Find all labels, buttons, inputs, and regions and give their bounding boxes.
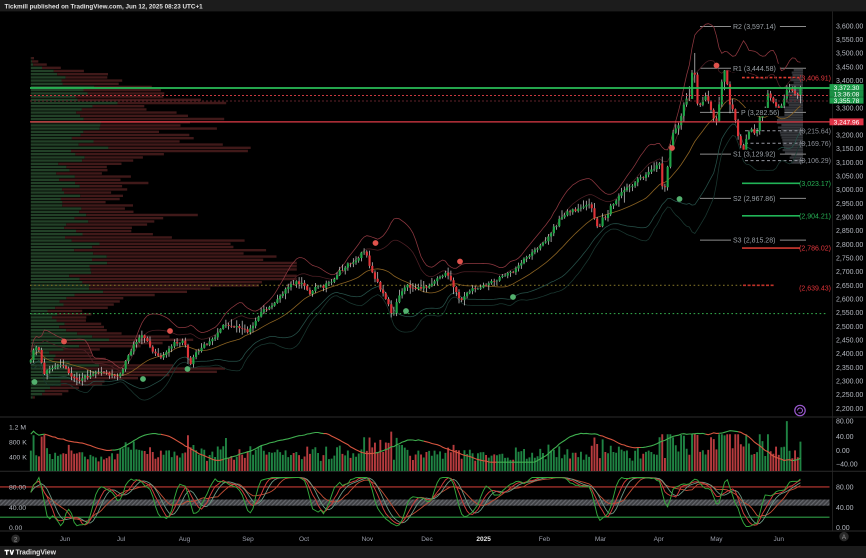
svg-text:P (3,282.56): P (3,282.56) [741,110,779,117]
svg-text:(2,786.02): (2,786.02) [799,246,831,253]
svg-text:Apr: Apr [654,536,665,543]
svg-text:0.00: 0.00 [836,448,850,455]
svg-text:3,550.00: 3,550.00 [836,37,863,44]
svg-text:(3,215.64): (3,215.64) [799,128,831,135]
svg-text:2,950.00: 2,950.00 [836,201,863,208]
svg-text:S3 (2,815.28): S3 (2,815.28) [733,238,775,245]
svg-text:13:36:08: 13:36:08 [834,91,860,98]
svg-text:3,450.00: 3,450.00 [836,64,863,71]
svg-text:2,450.00: 2,450.00 [836,338,863,345]
svg-text:3,500.00: 3,500.00 [836,51,863,58]
svg-text:(2,639.43): (2,639.43) [799,285,831,292]
svg-text:Jul: Jul [117,536,126,543]
svg-text:40.00: 40.00 [836,434,854,441]
svg-text:Dec: Dec [421,536,433,543]
svg-text:Sep: Sep [242,536,254,543]
svg-text:0.00: 0.00 [836,525,850,532]
svg-text:80.00: 80.00 [836,419,854,426]
svg-text:2,350.00: 2,350.00 [836,365,863,372]
svg-text:2,400.00: 2,400.00 [836,351,863,358]
svg-text:2: 2 [14,536,18,543]
svg-text:Oct: Oct [299,536,309,543]
svg-text:2,650.00: 2,650.00 [836,283,863,290]
svg-text:2025: 2025 [476,536,491,543]
svg-text:3,355.78: 3,355.78 [834,98,860,105]
svg-text:3,372.30: 3,372.30 [834,85,860,92]
svg-text:2,500.00: 2,500.00 [836,324,863,331]
svg-text:3,200.00: 3,200.00 [836,133,863,140]
svg-text:2,200.00: 2,200.00 [836,406,863,413]
svg-text:R2 (3,597.14): R2 (3,597.14) [733,24,776,31]
svg-text:2,300.00: 2,300.00 [836,379,863,386]
svg-text:(3,169.76): (3,169.76) [799,141,831,148]
svg-text:2,850.00: 2,850.00 [836,228,863,235]
svg-text:40.00: 40.00 [9,505,26,512]
svg-text:(3,106.29): (3,106.29) [799,158,831,165]
svg-text:3,100.00: 3,100.00 [836,160,863,167]
svg-text:40.00: 40.00 [836,505,854,512]
svg-text:3,050.00: 3,050.00 [836,174,863,181]
svg-text:R1 (3,444.58): R1 (3,444.58) [733,66,776,73]
svg-text:1.2 M: 1.2 M [9,424,26,431]
svg-text:3,600.00: 3,600.00 [836,23,863,30]
svg-text:3,247.96: 3,247.96 [834,119,860,126]
svg-text:−40.00: −40.00 [836,462,858,469]
svg-text:(3,406.91): (3,406.91) [799,75,831,82]
svg-text:Jun: Jun [60,536,71,543]
svg-text:S2 (2,967.86): S2 (2,967.86) [733,196,775,203]
svg-text:Mar: Mar [595,536,607,543]
svg-text:2,900.00: 2,900.00 [836,215,863,222]
svg-text:800 K: 800 K [9,440,27,447]
svg-text:Feb: Feb [539,536,551,543]
svg-text:Aug: Aug [179,536,191,543]
svg-text:May: May [710,536,723,543]
svg-text:80.00: 80.00 [9,484,26,491]
svg-text:Jun: Jun [774,536,785,543]
svg-text:Tickmill published on TradingV: Tickmill published on TradingView.com, J… [5,3,204,10]
svg-text:3,000.00: 3,000.00 [836,187,863,194]
svg-text:3,150.00: 3,150.00 [836,146,863,153]
svg-text:2,800.00: 2,800.00 [836,242,863,249]
svg-text:3,300.00: 3,300.00 [836,105,863,112]
svg-text:0.00: 0.00 [9,525,22,532]
svg-text:3,400.00: 3,400.00 [836,78,863,85]
svg-text:(3,023.17): (3,023.17) [799,181,831,188]
svg-text:(2,904.21): (2,904.21) [799,213,831,220]
svg-text:400 K: 400 K [9,455,27,462]
svg-text:Nov: Nov [362,536,374,543]
svg-text:S1 (3,129.92): S1 (3,129.92) [733,152,775,159]
svg-text:2,550.00: 2,550.00 [836,310,863,317]
svg-text:TradingView: TradingView [16,550,57,557]
svg-text:2,600.00: 2,600.00 [836,297,863,304]
svg-text:2,750.00: 2,750.00 [836,256,863,263]
svg-text:2,250.00: 2,250.00 [836,392,863,399]
svg-text:A: A [842,534,847,541]
svg-text:80.00: 80.00 [836,484,854,491]
svg-text:2,700.00: 2,700.00 [836,269,863,276]
